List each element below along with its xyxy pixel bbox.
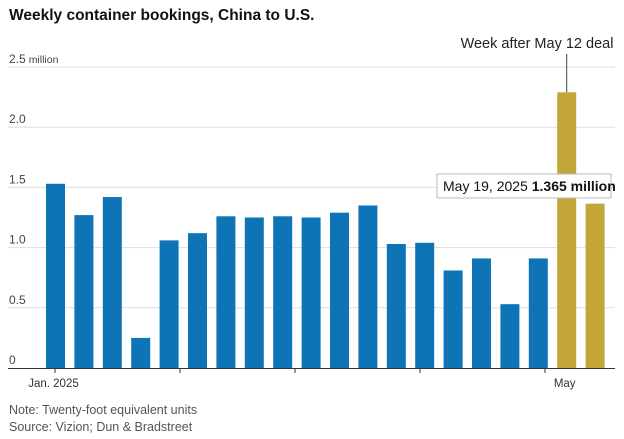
bar <box>102 197 122 368</box>
y-unit-label: million <box>29 54 59 66</box>
bar <box>216 216 236 368</box>
bar <box>443 270 463 368</box>
bar <box>330 212 349 368</box>
callout-value: 1.365 million <box>532 178 616 194</box>
bar <box>244 217 264 368</box>
bar <box>472 258 491 368</box>
bar-highlighted <box>585 203 605 368</box>
bar <box>74 215 94 368</box>
bar <box>159 240 179 368</box>
bar <box>273 216 293 368</box>
callout-date: May 19, 2025 <box>443 178 532 194</box>
y-tick-label: 0 <box>9 353 16 367</box>
y-tick-label: 0.5 <box>9 293 26 307</box>
bar <box>358 205 378 368</box>
bar <box>301 217 321 368</box>
annotation-deal-label: Week after May 12 deal <box>461 36 614 52</box>
callout-label: May 19, 2025 1.365 million <box>443 178 616 194</box>
bar <box>46 183 65 368</box>
bar-highlighted <box>557 92 577 368</box>
y-tick-label: 1.0 <box>9 233 26 247</box>
y-tick-label: 1.5 <box>9 172 26 186</box>
chart-source: Source: Vizion; Dun & Bradstreet <box>9 420 193 434</box>
y-tick-label: 2.0 <box>9 112 26 126</box>
bar <box>415 242 435 368</box>
callout-box <box>436 173 612 199</box>
bar <box>188 233 207 368</box>
bar <box>500 304 520 368</box>
x-tick-label: Jan. 2025 <box>28 378 79 390</box>
bar <box>528 258 548 368</box>
annotations: Week after May 12 deal May 19, 2025 1.365… <box>436 36 616 199</box>
chart-title: Weekly container bookings, China to U.S. <box>9 7 315 24</box>
x-tick-label: May <box>554 378 576 390</box>
bars <box>46 92 605 368</box>
chart-note: Note: Twenty-foot equivalent units <box>9 403 198 417</box>
x-axis: Jan. 2025 May <box>8 368 615 390</box>
bar <box>386 243 406 368</box>
bar <box>131 337 151 368</box>
y-tick-label: 2.5 million <box>9 52 59 66</box>
y-axis-ticks: 0 0.5 1.0 1.5 2.0 2.5 million <box>9 52 59 367</box>
